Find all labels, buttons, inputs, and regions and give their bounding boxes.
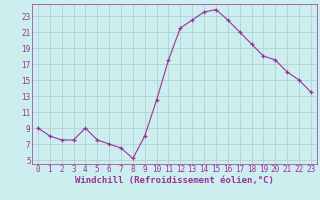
X-axis label: Windchill (Refroidissement éolien,°C): Windchill (Refroidissement éolien,°C) (75, 176, 274, 185)
